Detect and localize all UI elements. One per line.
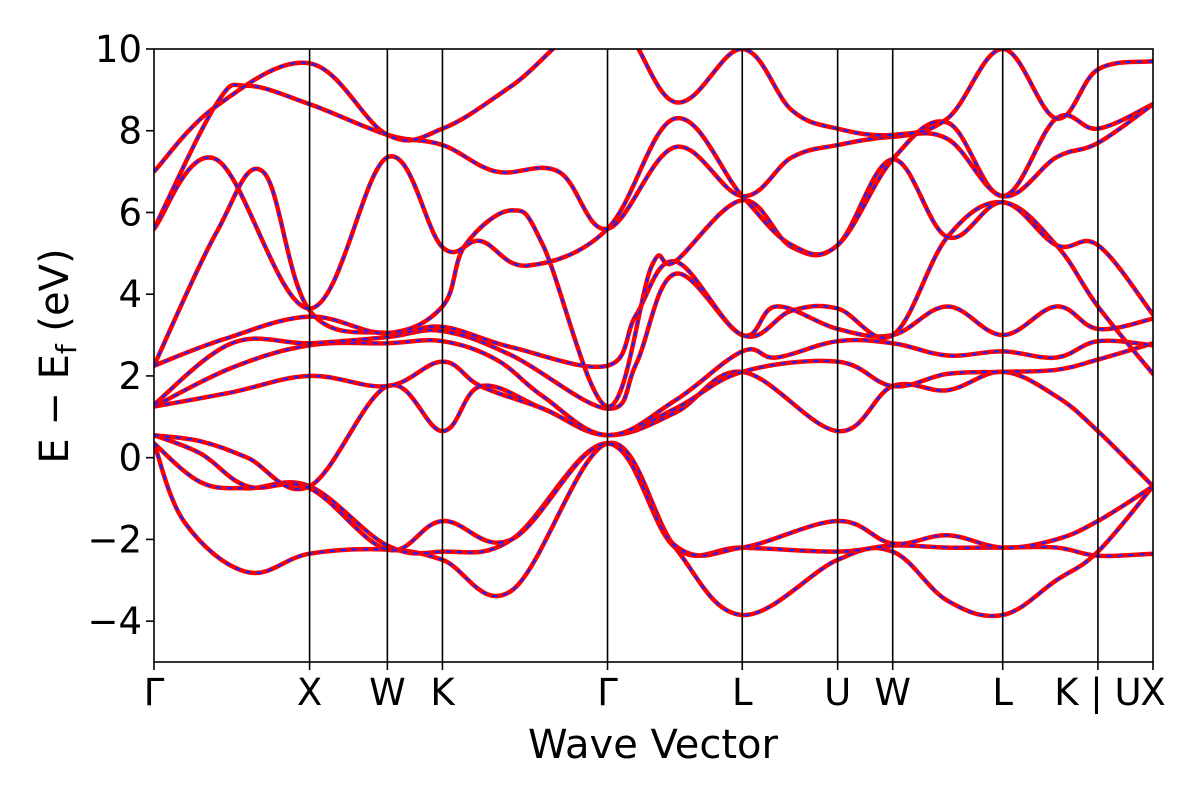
x-tick-label: X [1140,671,1165,714]
x-tick-label: K [430,671,456,714]
x-tick-label: W [369,671,406,714]
x-tick-label: Γ [144,671,165,714]
x-tick-label: U [824,671,851,714]
y-tick-label: 4 [118,273,142,316]
y-tick-label: −4 [87,600,142,643]
y-axis-label-unit: (eV) [32,248,78,344]
y-axis-label-sub: f [50,343,83,354]
x-axis-label: Wave Vector [528,722,779,768]
y-tick-label: 6 [118,191,142,234]
x-tick-label: K | U [1054,671,1141,714]
y-tick-label: 2 [118,355,142,398]
y-axis-ticks: −4 −2 0 2 4 6 8 10 [87,28,154,643]
y-tick-label: 10 [95,28,142,71]
x-tick-label: W [874,671,911,714]
y-tick-label: −2 [87,518,142,561]
x-tick-label: X [297,671,322,714]
band-line-9-dashed [154,158,1153,408]
y-axis-label-main: E − E [32,354,78,464]
plot-area [154,49,1153,662]
band-line-5-dashed [154,342,1153,437]
high-symmetry-lines [308,49,1099,662]
y-tick-label: 0 [118,437,142,480]
plot-frame [153,48,1154,663]
y-tick-label: 8 [118,110,142,153]
band-line-12 [154,49,1153,174]
band-line-11-dashed [154,83,1153,230]
band-line-6-dashed [154,338,1153,437]
y-axis-label: E − Ef (eV) [32,248,83,463]
band-line-10-dashed [154,103,1153,310]
x-tick-label: L [992,671,1013,714]
band-line-1-dashed [154,441,1153,618]
x-tick-label: Γ [597,671,618,714]
band-line-7-dashed [154,272,1153,410]
x-tick-label: L [732,671,753,714]
